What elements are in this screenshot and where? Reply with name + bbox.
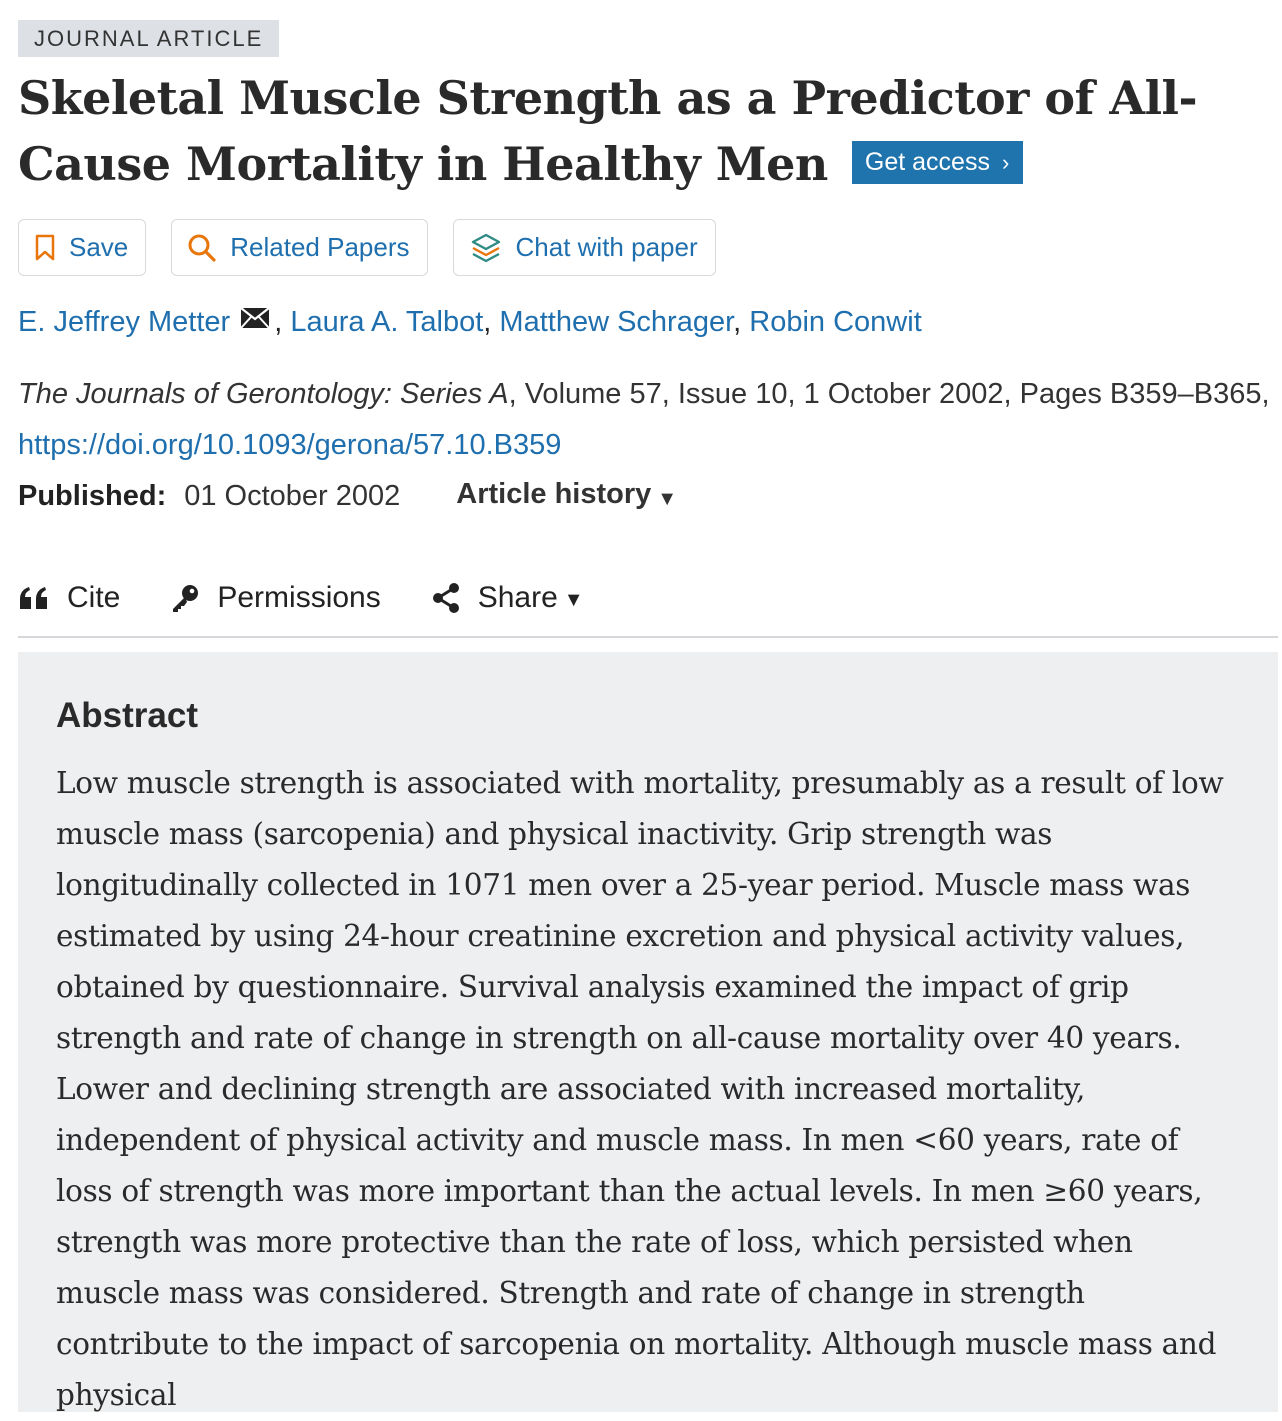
- save-label: Save: [69, 232, 129, 262]
- article-actions: Cite Permissions Share ▼: [18, 570, 1278, 626]
- get-access-button[interactable]: Get access ›: [851, 140, 1024, 184]
- publication-info: Published: 01 October 2002 Article histo…: [18, 471, 1278, 520]
- article-history-label: Article history: [456, 478, 652, 511]
- get-access-label: Get access: [864, 147, 990, 176]
- quote-icon: [18, 585, 50, 611]
- published-label: Published:: [18, 479, 167, 512]
- chat-with-paper-button[interactable]: Chat with paper: [452, 219, 716, 276]
- cite-label: Cite: [67, 581, 121, 615]
- chat-with-paper-label: Chat with paper: [515, 232, 698, 262]
- abstract-heading: Abstract: [56, 696, 198, 735]
- citation-details: , Volume 57, Issue 10, 1 October 2002, P…: [508, 378, 1270, 411]
- article-header: JOURNAL ARTICLE Skeletal Muscle Strength…: [18, 20, 1278, 639]
- author-list: E. Jeffrey Metter, Laura A. Talbot, Matt…: [18, 302, 1278, 343]
- doi-link[interactable]: https://doi.org/10.1093/gerona/57.10.B35…: [18, 429, 562, 462]
- related-papers-button[interactable]: Related Papers: [171, 219, 428, 276]
- abstract-text: Low muscle strength is associated with m…: [56, 766, 1224, 1412]
- related-papers-label: Related Papers: [230, 232, 410, 262]
- article-history-toggle[interactable]: Article history ▼: [456, 471, 677, 520]
- author-separator: ,: [274, 306, 291, 338]
- chevron-right-icon: ›: [1001, 149, 1010, 175]
- author-separator: ,: [483, 306, 500, 338]
- citation: The Journals of Gerontology: Series A, V…: [18, 369, 1278, 471]
- published-date: 01 October 2002: [184, 479, 401, 512]
- share-button[interactable]: Share ▼: [431, 581, 584, 615]
- article-title: Skeletal Muscle Strength as a Predictor …: [18, 65, 1278, 197]
- author-link[interactable]: Robin Conwit: [749, 306, 922, 338]
- divider: [18, 636, 1278, 639]
- envelope-icon[interactable]: [240, 300, 270, 340]
- caret-down-icon: ▼: [563, 588, 584, 611]
- paper-tools: Save Related Papers Chat with paper: [18, 219, 1278, 276]
- author-separator: ,: [733, 306, 750, 338]
- caret-down-icon: ▼: [657, 488, 678, 511]
- save-button[interactable]: Save: [18, 219, 147, 276]
- journal-name: The Journals of Gerontology: Series A: [18, 378, 509, 411]
- cite-button[interactable]: Cite: [18, 581, 120, 615]
- share-icon: [431, 582, 461, 614]
- author-link[interactable]: Matthew Schrager: [499, 306, 734, 338]
- permissions-label: Permissions: [217, 581, 381, 615]
- article-type-badge: JOURNAL ARTICLE: [18, 20, 280, 57]
- chat-layers-icon: [471, 233, 500, 262]
- author-link[interactable]: Laura A. Talbot: [290, 306, 484, 338]
- author-link[interactable]: E. Jeffrey Metter: [18, 306, 231, 338]
- permissions-button[interactable]: Permissions: [170, 581, 381, 615]
- search-icon: [188, 234, 216, 262]
- share-label: Share: [477, 581, 558, 615]
- bookmark-icon: [35, 234, 55, 260]
- article-title-text: Skeletal Muscle Strength as a Predictor …: [18, 71, 1198, 191]
- abstract-section: Abstract Low muscle strength is associat…: [18, 652, 1278, 1412]
- key-icon: [170, 583, 200, 613]
